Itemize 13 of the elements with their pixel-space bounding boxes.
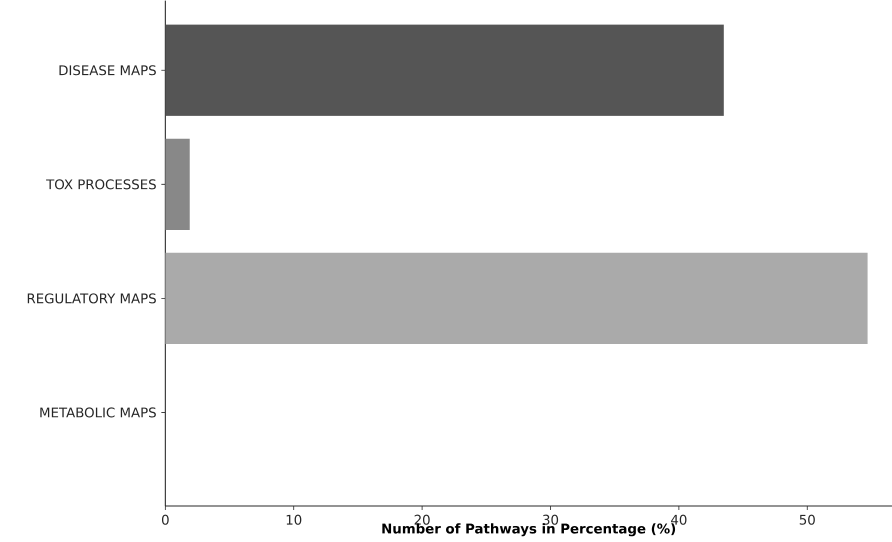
y-tick-label: METABOLIC MAPS (40, 407, 156, 418)
x-tick-label: 50 (800, 514, 815, 525)
x-tick-label: 40 (671, 514, 686, 525)
bar (165, 24, 724, 116)
x-tick-label: 0 (162, 514, 169, 525)
x-tick-label: 20 (414, 514, 430, 525)
y-tick-label: REGULATORY MAPS (28, 293, 156, 304)
bar (165, 138, 190, 230)
x-tick-label: 10 (286, 514, 302, 525)
y-tick-label: TOX PROCESSES (46, 179, 156, 190)
y-tick-label: DISEASE MAPS (59, 65, 156, 76)
bar (165, 252, 868, 344)
x-tick-label: 30 (543, 514, 558, 525)
